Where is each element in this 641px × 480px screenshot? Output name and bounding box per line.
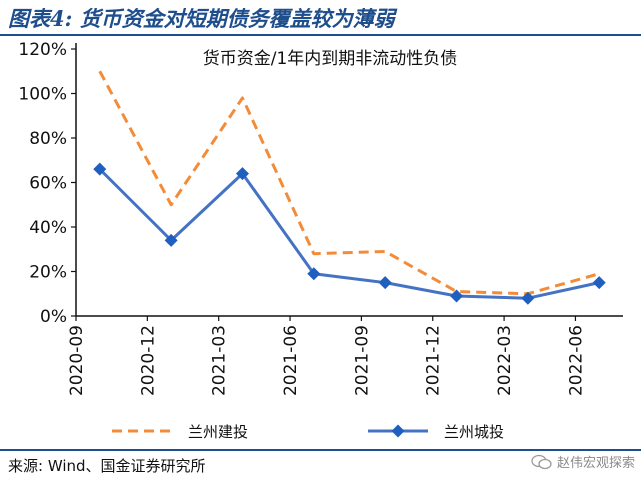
chart-title: 货币资金/1年内到期非流动性负债 (203, 49, 458, 69)
figure-title: 图表4: 货币资金对短期债务覆盖较为薄弱 (8, 6, 395, 31)
watermark: 赵伟宏观探索 (531, 452, 635, 471)
title-rule (0, 34, 641, 36)
source-note: 来源: Wind、国金证券研究所 (8, 457, 206, 475)
y-tick-label: 100% (18, 85, 67, 105)
y-tick-label: 40% (29, 218, 67, 238)
series-line-1 (98, 70, 600, 296)
y-tick-label: 120% (18, 40, 67, 60)
watermark-text: 赵伟宏观探索 (556, 456, 635, 471)
data-point-marker (378, 276, 392, 290)
data-point-marker (164, 233, 178, 247)
data-point-marker (450, 289, 464, 303)
x-tick-label: 2020-09 (67, 325, 87, 396)
x-tick-label: 2020-12 (138, 325, 158, 396)
x-tick-label: 2021-12 (424, 325, 444, 396)
data-point-marker (93, 162, 107, 176)
y-tick-label: 20% (29, 263, 67, 283)
x-tick-label: 2022-06 (566, 325, 586, 396)
y-tick-label: 80% (29, 129, 67, 149)
data-point-marker (521, 291, 535, 305)
series-line-2 (98, 168, 600, 300)
data-point-marker (307, 267, 321, 281)
x-tick-label: 2021-03 (210, 325, 230, 396)
line-chart: 货币资金/1年内到期非流动性负债 0%20%40%60%80%100%120% … (18, 40, 623, 441)
y-tick-label: 0% (40, 307, 67, 327)
legend-marker (391, 424, 405, 438)
x-tick-label: 2021-09 (352, 325, 372, 396)
footer-rule (0, 449, 641, 451)
y-tick-label: 60% (29, 174, 67, 194)
legend-label-1: 兰州建投 (188, 423, 248, 441)
wechat-icon (531, 454, 552, 469)
data-point-marker (592, 276, 606, 290)
data-point-marker (235, 167, 249, 181)
x-tick-label: 2022-03 (495, 325, 515, 396)
x-tick-label: 2021-06 (281, 325, 301, 396)
legend-label-2: 兰州城投 (444, 423, 504, 441)
